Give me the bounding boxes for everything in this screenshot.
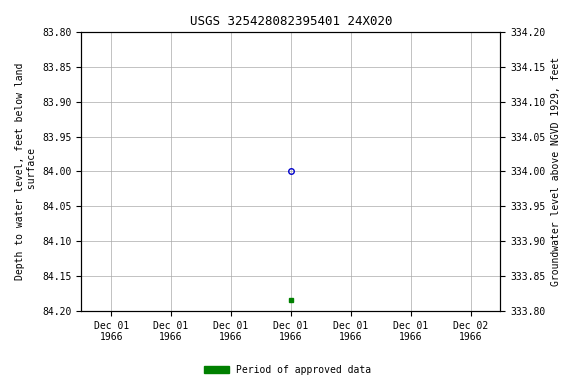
Legend: Period of approved data: Period of approved data bbox=[200, 361, 376, 379]
Y-axis label: Groundwater level above NGVD 1929, feet: Groundwater level above NGVD 1929, feet bbox=[551, 57, 561, 286]
Y-axis label: Depth to water level, feet below land
 surface: Depth to water level, feet below land su… bbox=[15, 63, 37, 280]
Title: USGS 325428082395401 24X020: USGS 325428082395401 24X020 bbox=[190, 15, 392, 28]
